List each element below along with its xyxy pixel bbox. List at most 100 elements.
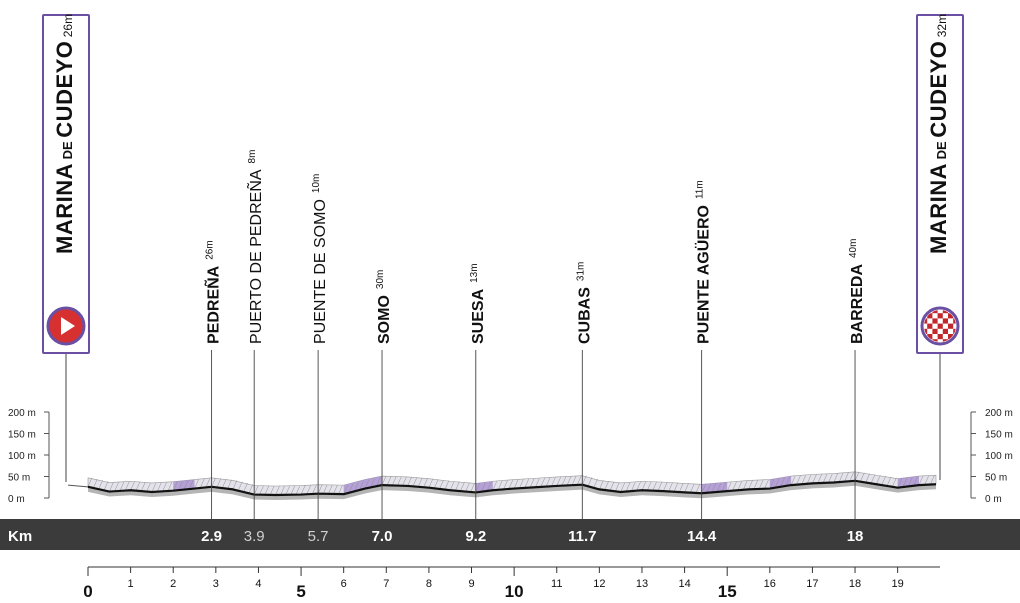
profile-hatch <box>423 478 428 488</box>
profile-hatch <box>865 473 870 483</box>
km-axis-label: 16 <box>764 578 776 590</box>
profile-hatch <box>481 482 486 492</box>
profile-hatch <box>918 475 924 486</box>
altitude-tick-label-left: 150 m <box>8 430 36 441</box>
profile-hatch <box>87 477 93 487</box>
profile-hatch <box>849 472 854 482</box>
profile-hatch <box>199 478 205 489</box>
profile-hatch <box>582 475 587 485</box>
profile-hatch <box>130 481 135 491</box>
km-axis-label: 14 <box>678 578 690 590</box>
profile-hatch <box>657 481 663 492</box>
km-axis-label: 18 <box>849 578 861 590</box>
profile-start-edge <box>67 484 89 488</box>
waypoint-label: SUESA 13m <box>469 263 487 344</box>
km-bar <box>0 519 1020 550</box>
climb-segment <box>475 481 493 493</box>
profile-hatch <box>690 483 695 493</box>
profile-hatch <box>876 475 881 485</box>
start-flag: MARINA DE CUDEYO 26m <box>42 14 90 354</box>
profile-hatch <box>881 475 886 486</box>
profile-hatch <box>529 478 535 488</box>
profile-hatch <box>475 483 481 493</box>
waypoint-altitude: 40m <box>848 239 859 258</box>
profile-hatch <box>312 484 317 495</box>
waypoint-name-text: SOMO <box>376 295 393 344</box>
profile-hatch <box>524 478 530 488</box>
profile-hatch <box>376 477 381 487</box>
profile-hatch <box>151 482 157 493</box>
profile-hatch <box>679 482 684 493</box>
profile-hatch <box>599 480 604 490</box>
profile-hatch <box>801 475 806 485</box>
waypoint-km-label: 14.4 <box>687 528 717 545</box>
profile-hatch <box>806 474 812 484</box>
waypoint-name: SUESA 13m <box>469 263 487 344</box>
profile-hatch <box>854 471 860 481</box>
altitude-tick-label-right: 150 m <box>985 430 1013 441</box>
place-name-rest: CUDEYO <box>52 40 77 138</box>
waypoint-label: PUENTE DE SOMO 10m <box>311 174 329 344</box>
profile-hatch <box>780 477 785 487</box>
profile-hatch <box>902 477 908 488</box>
profile-hatch <box>566 476 572 486</box>
profile-hatch <box>625 482 631 492</box>
profile-hatch <box>243 482 248 493</box>
profile-hatch <box>576 475 582 486</box>
profile-hatch <box>647 481 652 491</box>
waypoint-altitude: 10m <box>311 174 322 193</box>
profile-hatch <box>146 482 151 492</box>
waypoint-label: CUBAS 31m <box>575 262 593 344</box>
profile-shadow <box>88 481 936 500</box>
profile-hatch <box>785 476 791 487</box>
profile-hatch <box>844 472 849 482</box>
km-axis-label: 8 <box>426 578 432 590</box>
waypoint-name: PUERTO DE PEDREÑA 8m <box>245 150 265 344</box>
profile-hatch <box>259 485 264 495</box>
place-name-de: DE <box>934 137 949 163</box>
profile-hatch <box>519 479 524 489</box>
profile-hatch <box>392 476 397 486</box>
waypoint-name-text: PUENTE AGÜERO <box>694 205 713 344</box>
profile-hatch <box>684 483 689 493</box>
finish-flag: MARINA DE CUDEYO 32m <box>916 14 964 354</box>
profile-hatch <box>227 479 232 489</box>
profile-hatch <box>706 483 711 493</box>
place-name-rest: CUDEYO <box>926 40 951 138</box>
profile-hatch <box>167 481 173 492</box>
climb-segment <box>343 479 365 495</box>
profile-hatch <box>930 475 935 485</box>
profile-hatch <box>412 477 418 487</box>
profile-hatch <box>726 482 732 492</box>
profile-hatch <box>93 478 98 489</box>
profile-hatch <box>663 482 668 492</box>
profile-hatch <box>439 479 444 490</box>
start-name: MARINA DE CUDEYO 26m <box>52 14 78 254</box>
profile-hatch <box>285 485 290 495</box>
km-axis-major-label: 5 <box>296 582 305 601</box>
checkered-flag-icon <box>920 306 960 346</box>
profile-hatch <box>742 480 748 490</box>
profile-hatch <box>908 477 913 487</box>
profile-hatch <box>178 481 183 491</box>
profile-hatch <box>103 481 109 491</box>
altitude-tick-label-right: 100 m <box>985 451 1013 462</box>
profile-hatch <box>354 482 359 492</box>
profile-hatch <box>280 485 285 496</box>
profile-hatch <box>615 482 620 492</box>
km-axis-label: 9 <box>468 578 474 590</box>
profile-hatch <box>264 485 270 495</box>
waypoint-label: SOMO 30m <box>375 270 393 344</box>
profile-hatch <box>306 485 311 495</box>
profile-hatch <box>205 478 211 488</box>
profile-hatch <box>609 481 615 491</box>
km-bar-label: Km <box>8 528 32 545</box>
km-axis-label: 2 <box>170 578 176 590</box>
profile-hatch <box>364 479 370 489</box>
place-altitude: 32m <box>935 13 949 41</box>
profile-hatch <box>348 483 354 493</box>
altitude-tick-label-left: 200 m <box>8 408 36 419</box>
profile-hatch <box>455 481 460 491</box>
